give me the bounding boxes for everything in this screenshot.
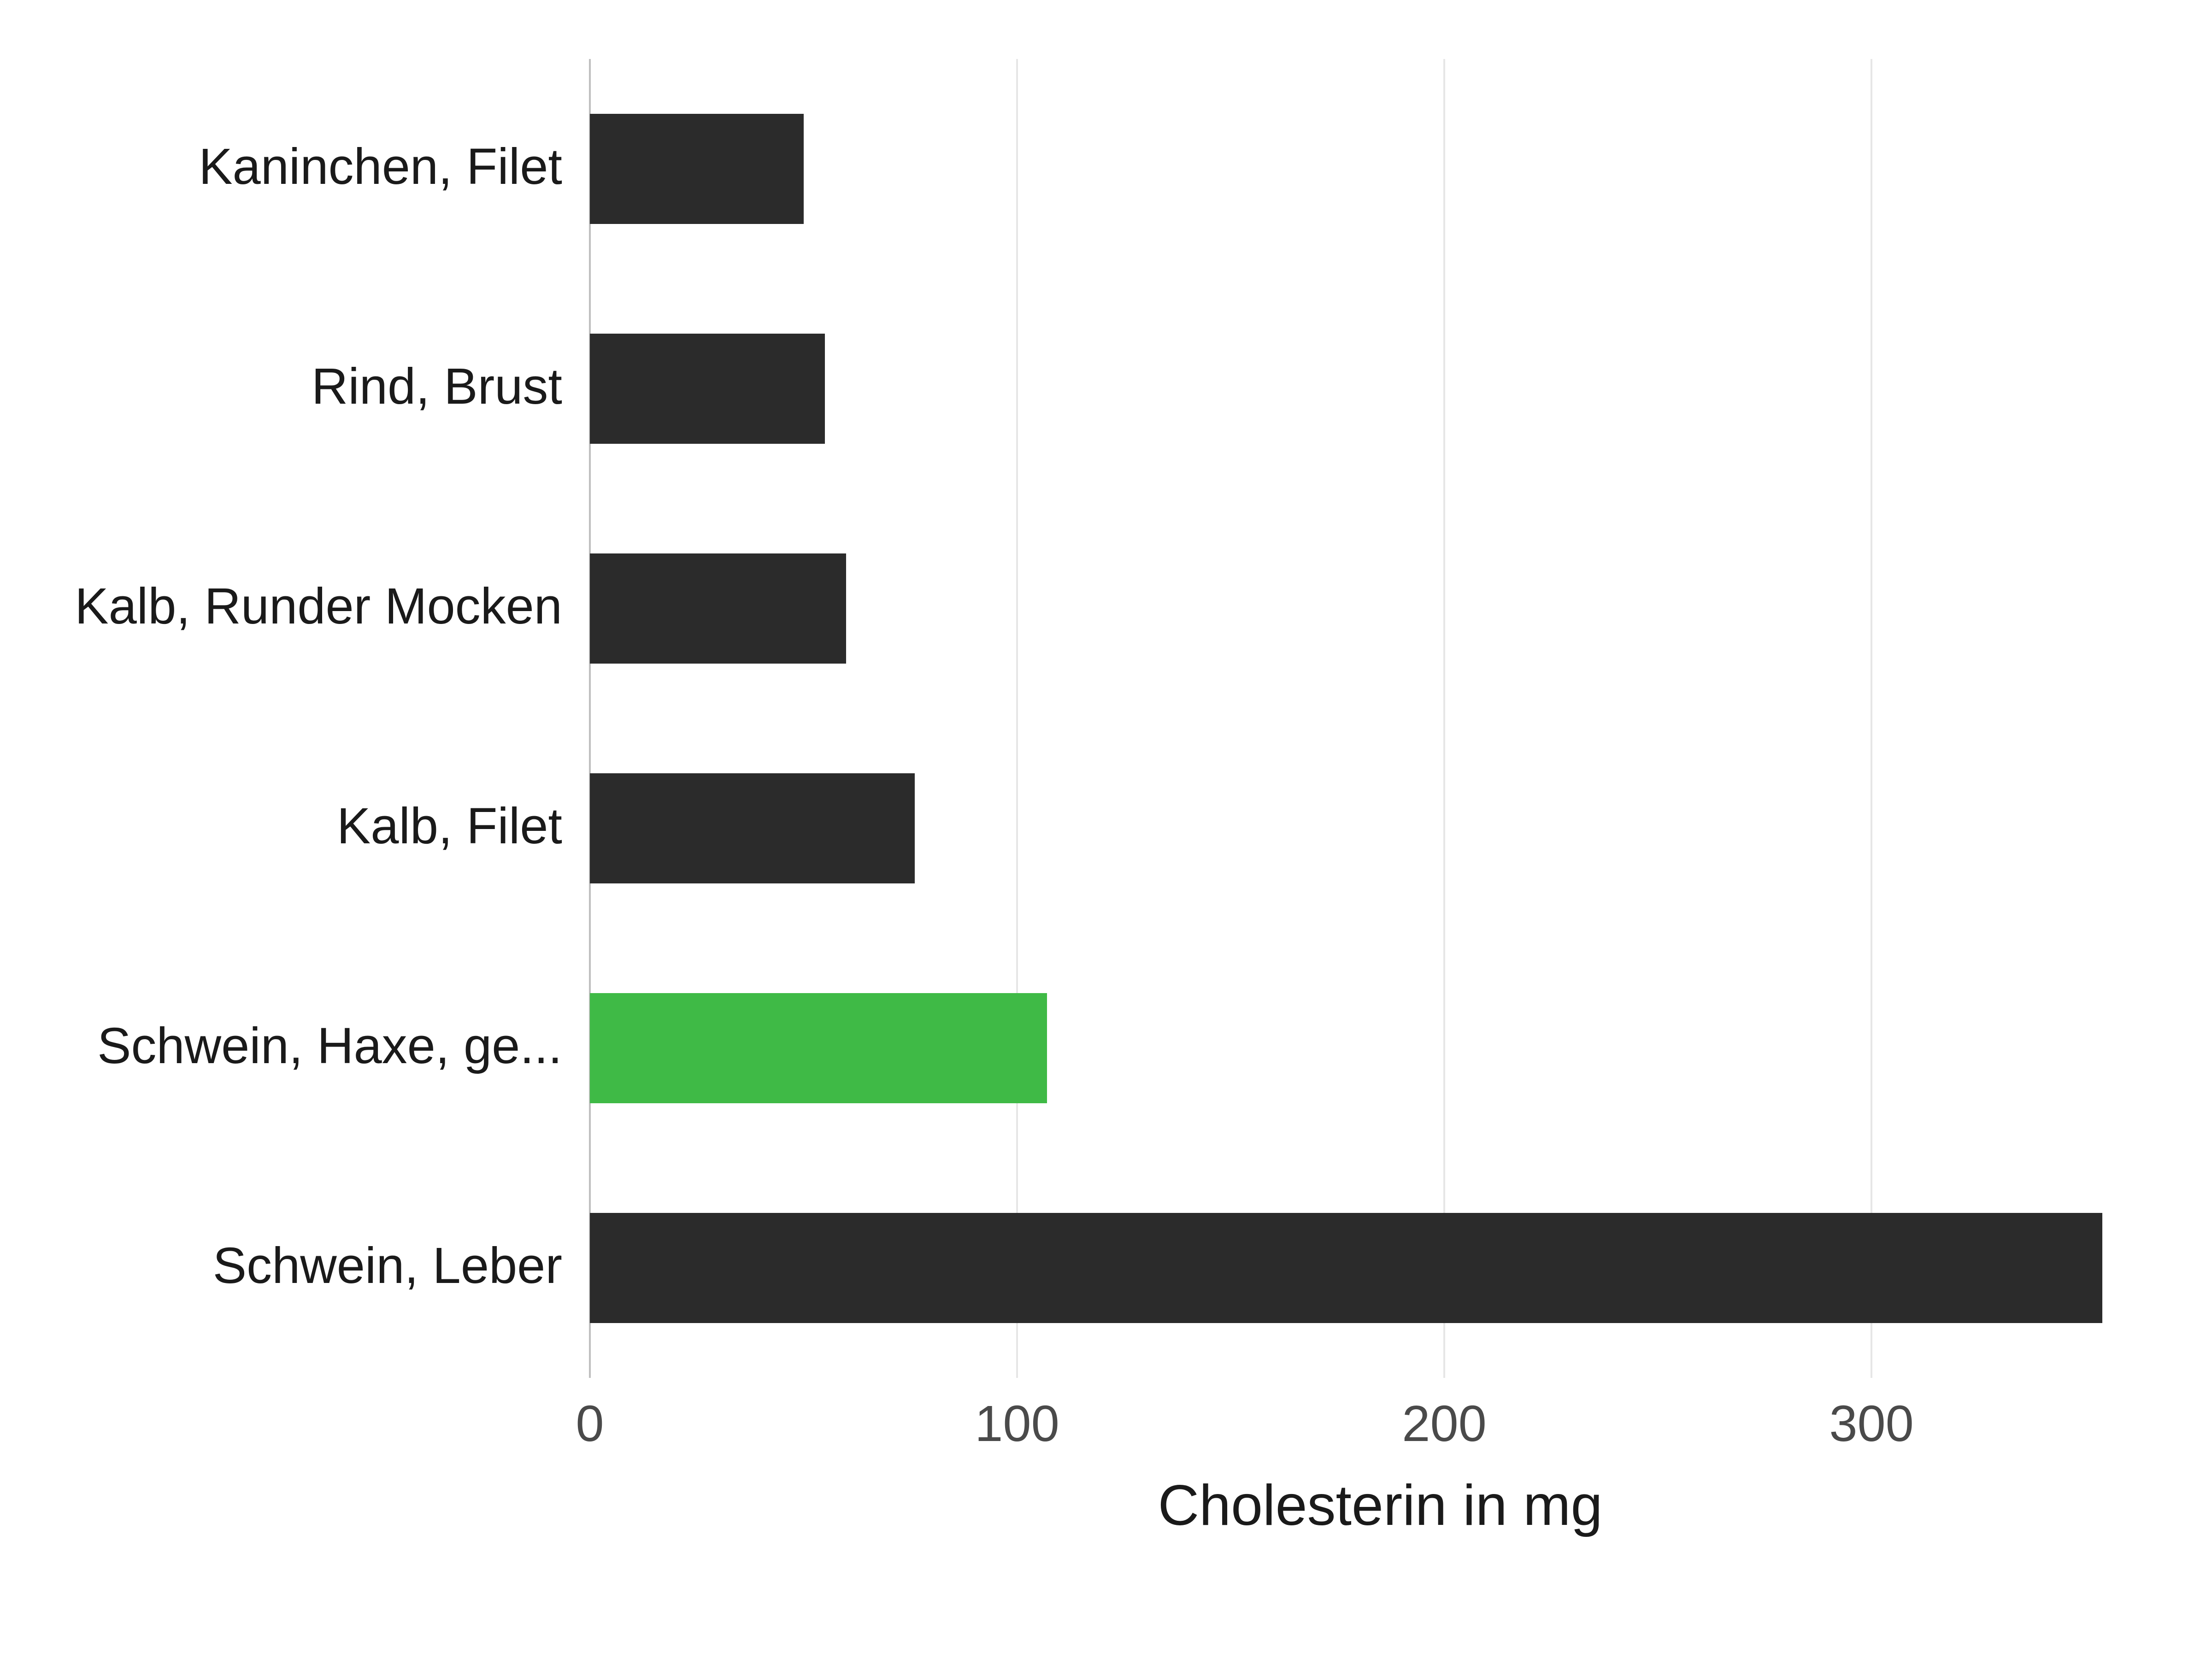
bar — [590, 114, 804, 224]
x-tick-label: 300 — [1829, 1394, 1914, 1453]
y-tick-label: Kaninchen, Filet — [199, 137, 562, 196]
x-axis-baseline — [589, 59, 591, 1378]
y-tick-label: Kalb, Filet — [337, 797, 562, 855]
gridline — [1443, 59, 1445, 1378]
bar — [590, 553, 846, 664]
y-tick-label: Kalb, Runder Mocken — [75, 577, 562, 635]
bar — [590, 773, 915, 883]
plot-area — [590, 59, 2171, 1378]
x-axis-title: Cholesterin in mg — [590, 1473, 2171, 1538]
cholesterol-bar-chart: Cholesterin in mg 0 100 200 300 Kaninchen, F… — [0, 0, 2212, 1659]
x-tick-label: 100 — [975, 1394, 1059, 1453]
gridline — [1016, 59, 1018, 1378]
bar — [590, 1213, 2102, 1323]
y-tick-label: Schwein, Leber — [213, 1236, 562, 1295]
y-tick-label: Rind, Brust — [312, 357, 562, 416]
y-tick-label: Schwein, Haxe, ge... — [97, 1017, 562, 1075]
bar — [590, 993, 1047, 1103]
x-tick-label: 200 — [1402, 1394, 1487, 1453]
bar — [590, 334, 825, 444]
gridline — [1871, 59, 1872, 1378]
x-tick-label: 0 — [576, 1394, 604, 1453]
